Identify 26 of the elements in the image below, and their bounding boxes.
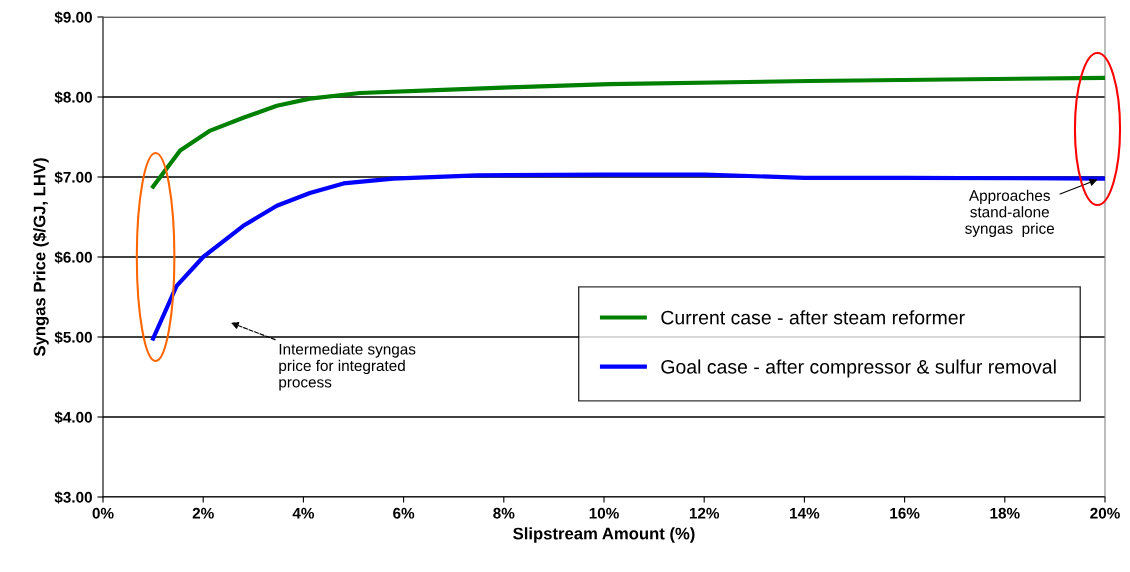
line-series — [151, 75, 1105, 189]
x-tick-label: 18% — [990, 507, 1020, 519]
x-tick-label: 16% — [890, 507, 920, 519]
x-tick-label: 0% — [92, 507, 114, 519]
y-tick-label: $9.00 — [54, 11, 92, 24]
x-tick-label: 2% — [192, 507, 214, 519]
y-tick-label: $8.00 — [54, 91, 92, 104]
x-tick-label: 12% — [689, 507, 720, 519]
y-tick-label: $4.00 — [54, 411, 92, 424]
y-axis-title: Syngas Price ($/GJ, LHV) — [32, 158, 49, 357]
x-tick-label: 10% — [589, 507, 619, 519]
y-tick-label: $6.00 — [54, 251, 92, 264]
line-series — [151, 172, 1105, 341]
annotation: Intermediate syngas price for integrated process — [279, 343, 416, 391]
x-tick-label: 6% — [393, 507, 415, 519]
y-tick-label: $7.00 — [54, 171, 92, 184]
legend-label: Current case - after steam reformer — [661, 310, 965, 325]
annotation: Approaches stand-alone syngas price — [965, 189, 1055, 237]
y-tick-label: $5.00 — [54, 331, 92, 344]
x-tick-label: 8% — [493, 507, 515, 519]
legend-label: Goal case - after compressor & sulfur removal — [661, 359, 1056, 378]
x-tick-label: 20% — [1090, 507, 1120, 519]
y-tick-label: $3.00 — [54, 491, 92, 504]
x-tick-label: 4% — [292, 507, 315, 519]
x-tick-label: 14% — [790, 507, 820, 519]
x-axis-title: Slipstream Amount (%) — [513, 527, 695, 543]
